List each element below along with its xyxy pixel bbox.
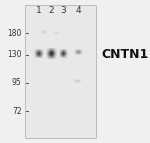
Text: CNTN1: CNTN1 bbox=[101, 48, 148, 61]
Text: 1: 1 bbox=[36, 6, 42, 15]
Text: 130: 130 bbox=[7, 50, 21, 59]
Text: 180: 180 bbox=[7, 29, 21, 38]
Text: 72: 72 bbox=[12, 107, 21, 116]
Bar bbox=[25, 5, 96, 138]
Text: 3: 3 bbox=[60, 6, 66, 15]
Text: 95: 95 bbox=[12, 78, 21, 87]
Text: 4: 4 bbox=[76, 6, 81, 15]
Text: 2: 2 bbox=[48, 6, 54, 15]
